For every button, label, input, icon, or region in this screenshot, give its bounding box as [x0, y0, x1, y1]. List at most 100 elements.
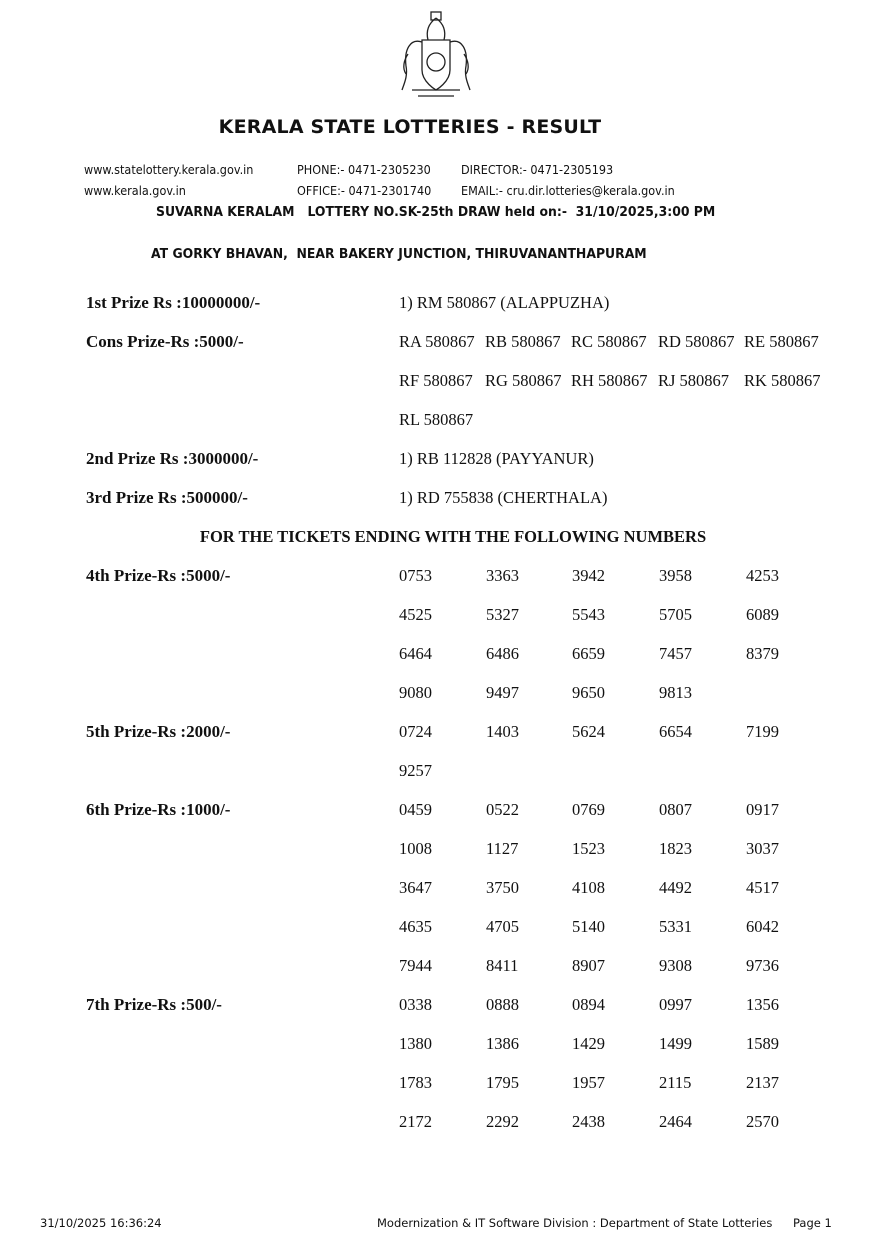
winning-number: 1957 — [572, 1073, 605, 1092]
winning-number: 9257 — [399, 761, 432, 780]
winning-number: 1795 — [486, 1073, 519, 1092]
consolation-number: RA 580867 — [399, 332, 475, 351]
winning-number: 0997 — [659, 995, 692, 1014]
winning-number: 6464 — [399, 644, 432, 663]
winning-number: 6486 — [486, 644, 519, 663]
winning-number: 1127 — [486, 839, 519, 858]
winning-number: 9813 — [659, 683, 692, 702]
winning-number: 3363 — [486, 566, 519, 585]
winning-number: 1356 — [746, 995, 779, 1014]
winning-number: 5624 — [572, 722, 605, 741]
winning-number: 1589 — [746, 1034, 779, 1053]
winning-number: 0807 — [659, 800, 692, 819]
winning-number: 4635 — [399, 917, 432, 936]
winning-number: 4705 — [486, 917, 519, 936]
winning-number: 2464 — [659, 1112, 692, 1131]
winning-number: 4517 — [746, 878, 779, 897]
winning-number: 5331 — [659, 917, 692, 936]
prize-label: Cons Prize-Rs :5000/- — [86, 332, 244, 351]
winning-number: 0724 — [399, 722, 432, 741]
consolation-number: RD 580867 — [658, 332, 735, 351]
consolation-number: RK 580867 — [744, 371, 821, 390]
winning-number: 0338 — [399, 995, 432, 1014]
winning-number: 0753 — [399, 566, 432, 585]
consolation-number: RL 580867 — [399, 410, 474, 429]
website-link[interactable]: www.kerala.gov.in — [84, 183, 186, 198]
website-link[interactable]: www.statelottery.kerala.gov.in — [84, 162, 254, 177]
consolation-number: RC 580867 — [571, 332, 647, 351]
winning-number: 1783 — [399, 1073, 432, 1092]
winning-number: 2115 — [659, 1073, 692, 1092]
winning-number: 2172 — [399, 1112, 432, 1131]
winning-number: 5705 — [659, 605, 692, 624]
winning-number: 7457 — [659, 644, 692, 663]
prize-label: 6th Prize-Rs :1000/- — [86, 800, 231, 819]
winning-number: 8411 — [486, 956, 519, 975]
winning-number: 0459 — [399, 800, 432, 819]
winning-number: 9497 — [486, 683, 519, 702]
section-heading: FOR THE TICKETS ENDING WITH THE FOLLOWIN… — [199, 527, 707, 546]
prize-label: 3rd Prize Rs :500000/- — [86, 488, 248, 507]
consolation-number: RE 580867 — [744, 332, 819, 351]
winning-number: 2137 — [746, 1073, 779, 1092]
winning-number: 3750 — [486, 878, 519, 897]
winning-number: 9736 — [746, 956, 779, 975]
winning-number: 0917 — [746, 800, 779, 819]
venue: AT GORKY BHAVAN, NEAR BAKERY JUNCTION, T… — [151, 246, 647, 262]
winning-number: 3037 — [746, 839, 779, 858]
consolation-number: RH 580867 — [571, 371, 648, 390]
winning-number: 3958 — [659, 566, 692, 585]
consolation-number: RF 580867 — [399, 371, 473, 390]
winning-number: 0769 — [572, 800, 605, 819]
winning-number: 8379 — [746, 644, 779, 663]
winning-number: 3942 — [572, 566, 605, 585]
winning-number: 6042 — [746, 917, 779, 936]
winning-number: 1523 — [572, 839, 605, 858]
consolation-number: RG 580867 — [485, 371, 562, 390]
winning-number: 5140 — [572, 917, 605, 936]
draw-info: SUVARNA KERALAM LOTTERY NO.SK-25th DRAW … — [156, 204, 716, 220]
footer-division: Modernization & IT Software Division : D… — [377, 1216, 773, 1230]
prize-result: 1) RD 755838 (CHERTHALA) — [399, 488, 608, 507]
winning-number: 9080 — [399, 683, 432, 702]
prize-label: 2nd Prize Rs :3000000/- — [86, 449, 259, 468]
prize-label: 1st Prize Rs :10000000/- — [86, 293, 261, 312]
prize-result: 1) RM 580867 (ALAPPUZHA) — [399, 293, 610, 312]
prize-label: 7th Prize-Rs :500/- — [86, 995, 222, 1014]
winning-number: 4492 — [659, 878, 692, 897]
winning-number: 0894 — [572, 995, 605, 1014]
print-timestamp: 31/10/2025 16:36:24 — [40, 1216, 162, 1230]
winning-number: 7944 — [399, 956, 432, 975]
winning-number: 0522 — [486, 800, 519, 819]
winning-number: 1008 — [399, 839, 432, 858]
winning-number: 6659 — [572, 644, 605, 663]
consolation-number: RJ 580867 — [658, 371, 730, 390]
winning-number: 2292 — [486, 1112, 519, 1131]
page-number: Page 1 — [793, 1216, 832, 1230]
winning-number: 1386 — [486, 1034, 519, 1053]
winning-number: 1429 — [572, 1034, 605, 1053]
winning-number: 4253 — [746, 566, 779, 585]
consolation-number: RB 580867 — [485, 332, 561, 351]
winning-number: 9308 — [659, 956, 692, 975]
prize-label: 5th Prize-Rs :2000/- — [86, 722, 231, 741]
winning-number: 8907 — [572, 956, 605, 975]
page-title: KERALA STATE LOTTERIES - RESULT — [218, 116, 602, 138]
winning-number: 5543 — [572, 605, 605, 624]
winning-number: 6089 — [746, 605, 779, 624]
director-number: DIRECTOR:- 0471-2305193 — [461, 162, 614, 177]
office-number: OFFICE:- 0471-2301740 — [297, 183, 432, 198]
winning-number: 1380 — [399, 1034, 432, 1053]
prize-result: 1) RB 112828 (PAYYANUR) — [399, 449, 594, 468]
winning-number: 2570 — [746, 1112, 779, 1131]
prize-label: 4th Prize-Rs :5000/- — [86, 566, 231, 585]
winning-number: 1823 — [659, 839, 692, 858]
phone-number: PHONE:- 0471-2305230 — [297, 162, 431, 177]
winning-number: 9650 — [572, 683, 605, 702]
winning-number: 4108 — [572, 878, 605, 897]
winning-number: 3647 — [399, 878, 432, 897]
winning-number: 1403 — [486, 722, 519, 741]
email-address: EMAIL:- cru.dir.lotteries@kerala.gov.in — [461, 183, 675, 198]
winning-number: 1499 — [659, 1034, 692, 1053]
winning-number: 6654 — [659, 722, 692, 741]
